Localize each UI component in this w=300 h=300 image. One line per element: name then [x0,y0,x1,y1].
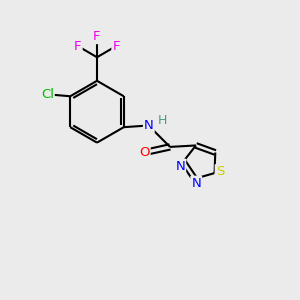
Text: F: F [93,30,101,43]
Text: N: N [144,119,154,132]
Text: N: N [191,177,201,190]
Text: N: N [176,160,185,172]
Text: S: S [216,165,224,178]
Text: Cl: Cl [41,88,54,101]
Text: O: O [139,146,150,159]
Text: H: H [158,114,167,127]
Text: F: F [74,40,82,52]
Text: F: F [112,40,120,52]
